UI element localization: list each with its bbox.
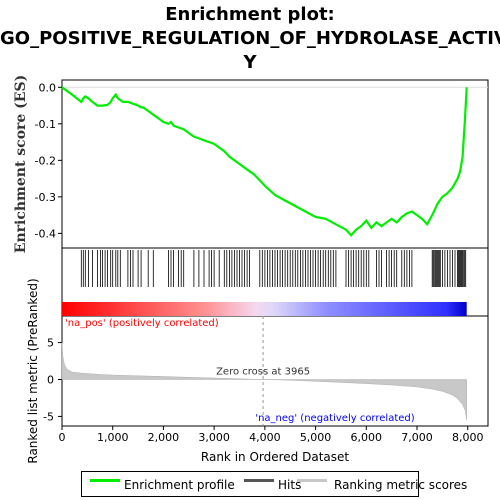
es-y-axis-label: Enrichment score (ES)	[13, 75, 29, 253]
metric-y-tick-label: -5	[43, 410, 54, 423]
x-tick-label: 7,000	[401, 431, 433, 444]
plot-title: Enrichment plot: GO_POSITIVE_REGULATION_…	[0, 3, 500, 75]
x-tick-label: 8,000	[452, 431, 484, 444]
es-y-tick-label: -0.3	[35, 191, 56, 204]
es-y-tick-label: -0.2	[35, 154, 56, 167]
legend-swatch-ranking	[297, 479, 327, 482]
x-tick-label: 3,000	[198, 431, 230, 444]
es-panel-frame	[61, 79, 489, 249]
metric-y-tick-label: 0	[47, 373, 54, 386]
legend-swatch-hits	[244, 479, 274, 482]
ranked-list-color-bar	[62, 302, 467, 316]
x-tick-label: 5,000	[300, 431, 332, 444]
legend: Enrichment profile Hits Ranking metric s…	[81, 471, 467, 497]
ranking-metric-area	[61, 342, 467, 421]
legend-label-ranking: Ranking metric scores	[334, 478, 468, 492]
x-tick-label: 6,000	[351, 431, 383, 444]
es-y-tick-label: -0.4	[35, 227, 56, 240]
metric-y-axis-label: Ranked list metric (PreRanked)	[26, 278, 40, 463]
negative-correlation-label: 'na_neg' (negatively correlated)	[255, 413, 414, 424]
zero-cross-label: Zero cross at 3965	[216, 366, 310, 377]
title-line-3: Y	[243, 52, 257, 73]
legend-swatch-profile	[90, 479, 120, 482]
x-tick-label: 0	[59, 431, 66, 444]
chart-canvas: 0.0 -0.1 -0.2 -0.3 -0.4 5 0 -5 Zero cross at 3…	[13, 75, 489, 464]
hit-marks	[80, 250, 467, 287]
es-y-tick-label: 0.0	[39, 81, 57, 94]
x-tick-label: 4,000	[249, 431, 281, 444]
metric-y-tick-label: 5	[47, 337, 54, 350]
x-tick-label: 2,000	[148, 431, 180, 444]
title-line-1: Enrichment plot:	[165, 4, 335, 25]
x-tick-label: 1,000	[97, 431, 129, 444]
x-axis-label: Rank in Ordered Dataset	[201, 450, 349, 464]
legend-label-hits: Hits	[278, 478, 302, 492]
positive-correlation-label: 'na_pos' (positively correlated)	[65, 318, 219, 329]
title-line-2: GO_POSITIVE_REGULATION_OF_HYDROLASE_ACTI…	[0, 28, 500, 49]
enrichment-profile-line	[61, 86, 468, 237]
legend-label-profile: Enrichment profile	[124, 478, 235, 492]
es-y-tick-label: -0.1	[35, 118, 56, 131]
